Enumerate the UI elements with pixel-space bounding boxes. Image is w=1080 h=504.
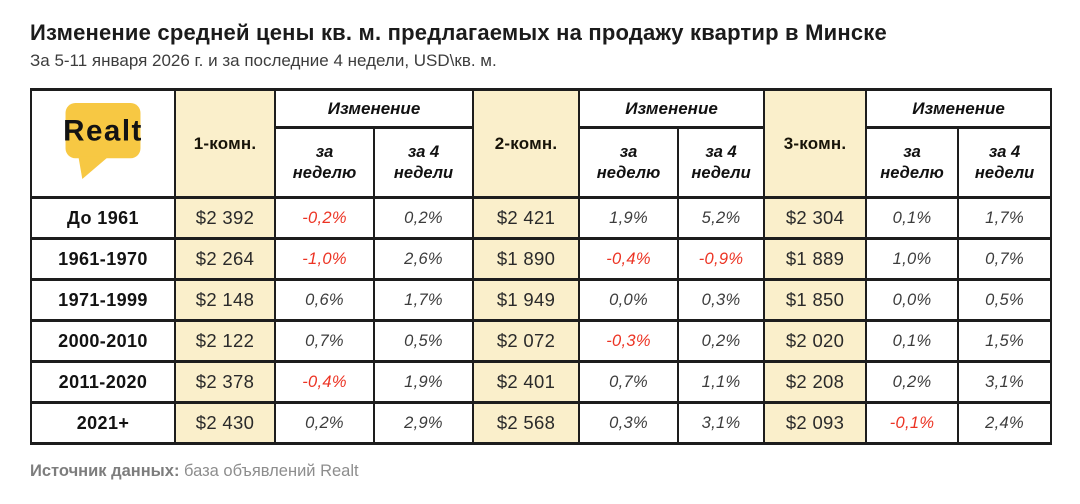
price-cell: $2 421 — [472, 196, 581, 240]
four-week-change-cell: 1,9% — [372, 360, 475, 404]
week-change-cell: -0,4% — [578, 237, 680, 281]
week-change-cell: -1,0% — [274, 237, 375, 281]
week-change-cell: -0,4% — [274, 360, 375, 404]
week-change-cell: 0,1% — [865, 319, 960, 363]
price-cell: $2 430 — [174, 401, 276, 445]
week-header-group1: за неделю — [274, 126, 375, 199]
week-change-cell: 0,7% — [274, 319, 375, 363]
week-change-cell: 0,6% — [274, 278, 375, 322]
change-header-group3: Изменение — [865, 87, 1053, 130]
week-change-cell: 0,3% — [578, 401, 680, 445]
four-weeks-header-group3: за 4 недели — [957, 126, 1053, 199]
price-cell: $2 208 — [763, 360, 868, 404]
logo-text: Realt — [63, 115, 143, 148]
page-title: Изменение средней цены кв. м. предлагаем… — [30, 20, 887, 45]
week-change-cell: 0,2% — [865, 360, 960, 404]
column-header-1room: 1-комн. — [174, 88, 276, 199]
data-source-label: Источник данных: — [30, 462, 180, 480]
price-cell: $1 850 — [763, 278, 868, 322]
four-week-change-cell: -0,9% — [677, 237, 766, 281]
four-weeks-header-group2: за 4 недели — [677, 126, 766, 199]
price-cell: $2 401 — [472, 360, 581, 404]
four-week-change-cell: 2,6% — [372, 237, 475, 281]
week-change-cell: 0,7% — [578, 360, 680, 404]
week-change-cell: 0,2% — [274, 401, 375, 445]
four-week-change-cell: 2,4% — [957, 401, 1053, 445]
logo-cell: Realt — [30, 88, 176, 199]
realt-logo: Realt — [63, 103, 143, 179]
four-weeks-header-group1: за 4 недели — [372, 126, 475, 199]
price-cell: $1 890 — [472, 237, 581, 281]
row-label: До 1961 — [30, 196, 176, 240]
row-label: 2011-2020 — [30, 360, 176, 404]
four-week-change-cell: 0,5% — [957, 278, 1053, 322]
price-cell: $2 148 — [174, 278, 276, 322]
page-subtitle: За 5-11 января 2026 г. и за последние 4 … — [30, 51, 497, 70]
four-week-change-cell: 1,5% — [957, 319, 1053, 363]
four-week-change-cell: 0,2% — [372, 196, 475, 240]
week-change-cell: -0,1% — [865, 401, 960, 445]
price-cell: $2 392 — [174, 196, 276, 240]
four-week-change-cell: 1,1% — [677, 360, 766, 404]
week-header-group3: за неделю — [865, 126, 960, 199]
change-header-group2: Изменение — [578, 87, 766, 130]
four-week-change-cell: 2,9% — [372, 401, 475, 445]
week-change-cell: -0,2% — [274, 196, 375, 240]
four-week-change-cell: 0,2% — [677, 319, 766, 363]
week-change-cell: -0,3% — [578, 319, 680, 363]
price-cell: $2 568 — [472, 401, 581, 445]
table-row: 2000-2010 $2 122 0,7% 0,5% $2 072 -0,3% … — [30, 319, 1053, 363]
table-row: 1961-1970 $2 264 -1,0% 2,6% $1 890 -0,4%… — [30, 237, 1053, 281]
price-cell: $2 093 — [763, 401, 868, 445]
four-week-change-cell: 3,1% — [957, 360, 1053, 404]
price-cell: $2 304 — [763, 196, 868, 240]
week-change-cell: 1,9% — [578, 196, 680, 240]
change-header-group1: Изменение — [273, 87, 475, 130]
table-row: До 1961 $2 392 -0,2% 0,2% $2 421 1,9% 5,… — [30, 196, 1053, 240]
price-cell: $2 378 — [174, 360, 276, 404]
price-cell: $1 889 — [763, 237, 868, 281]
data-source: Источник данных: база объявлений Realt — [30, 462, 1050, 481]
four-week-change-cell: 5,2% — [677, 196, 766, 240]
price-change-table: Realt 1-комн. Изменение 2-комн. Изменени… — [30, 87, 1053, 445]
table-row: 1971-1999 $2 148 0,6% 1,7% $1 949 0,0% 0… — [30, 278, 1053, 322]
row-label: 1971-1999 — [30, 278, 176, 322]
row-label: 1961-1970 — [30, 237, 176, 281]
data-source-value: база объявлений Realt — [184, 462, 359, 480]
price-cell: $2 122 — [174, 319, 276, 363]
price-cell: $2 020 — [763, 319, 868, 363]
four-week-change-cell: 1,7% — [372, 278, 475, 322]
row-label: 2021+ — [30, 401, 176, 445]
logo-bubble-tail — [78, 156, 109, 179]
price-cell: $2 072 — [472, 319, 581, 363]
price-cell: $1 949 — [472, 278, 581, 322]
infographic: Изменение средней цены кв. м. предлагаем… — [30, 20, 1053, 481]
price-cell: $2 264 — [174, 237, 276, 281]
row-label: 2000-2010 — [30, 319, 176, 363]
logo-bubble — [65, 103, 141, 159]
table-row: 2021+ $2 430 0,2% 2,9% $2 568 0,3% 3,1% … — [30, 401, 1053, 445]
table-row: 2011-2020 $2 378 -0,4% 1,9% $2 401 0,7% … — [30, 360, 1053, 404]
week-change-cell: 0,0% — [865, 278, 960, 322]
four-week-change-cell: 0,7% — [957, 237, 1053, 281]
four-week-change-cell: 0,3% — [677, 278, 766, 322]
four-week-change-cell: 1,7% — [957, 196, 1053, 240]
week-change-cell: 1,0% — [865, 237, 960, 281]
column-header-2room: 2-комн. — [472, 88, 581, 199]
four-week-change-cell: 0,5% — [372, 319, 475, 363]
week-header-group2: за неделю — [578, 126, 680, 199]
column-header-3room: 3-комн. — [763, 88, 868, 199]
week-change-cell: 0,1% — [865, 196, 960, 240]
week-change-cell: 0,0% — [578, 278, 680, 322]
four-week-change-cell: 3,1% — [677, 401, 766, 445]
